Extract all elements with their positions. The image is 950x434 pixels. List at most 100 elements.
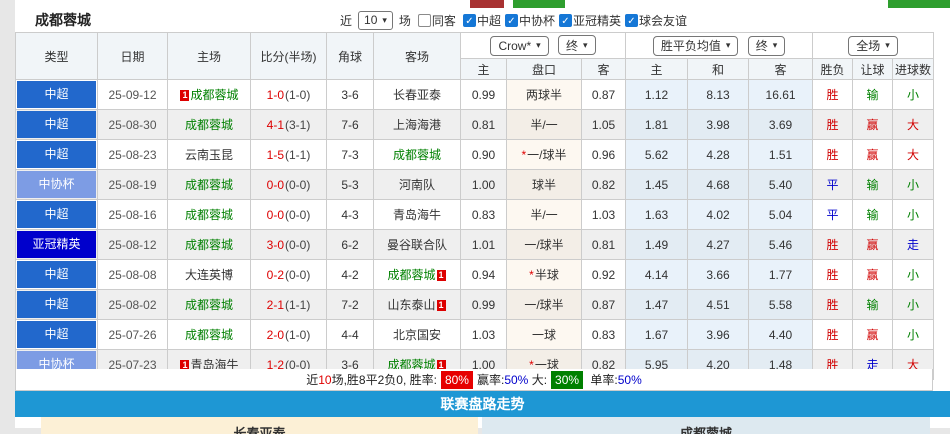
corner-cell: 6-2 <box>326 229 374 260</box>
home-team-cell[interactable]: 云南玉昆 <box>167 139 251 170</box>
checkbox-checked-icon[interactable]: ✓ <box>462 13 476 27</box>
away-team-name[interactable]: 上海海港 <box>392 118 441 132</box>
away-team-cell[interactable]: 山东泰山 1 <box>373 289 461 320</box>
away-team-cell[interactable]: 成都蓉城 1 <box>373 259 461 290</box>
fulltime-score[interactable]: 0-0 <box>266 207 284 222</box>
match-count-select[interactable]: 10 ▾ <box>358 10 393 30</box>
away-team-name[interactable]: 成都蓉城 <box>392 148 441 162</box>
euro-home-odds-cell: 1.49 <box>625 229 689 260</box>
fulltime-score[interactable]: 1-5 <box>266 147 284 162</box>
score-cell[interactable]: 2-1(1-1) <box>250 289 327 320</box>
away-team-name[interactable]: 成都蓉城 <box>387 268 436 282</box>
league-filter-3[interactable]: ✓ 亚冠精英 <box>558 12 621 29</box>
home-team-name[interactable]: 成都蓉城 <box>184 208 233 222</box>
home-team-name[interactable]: 云南玉昆 <box>184 148 233 162</box>
asia-home-odds-cell: 0.94 <box>460 259 507 290</box>
europe-time-select[interactable]: 终 ▾ <box>747 35 786 56</box>
trend-section-header: 联赛盘路走势 <box>15 391 950 417</box>
fulltime-score[interactable]: 1-0 <box>266 87 284 102</box>
away-team-name[interactable]: 曼谷联合队 <box>386 238 447 252</box>
home-team-name[interactable]: 大连英博 <box>184 268 233 282</box>
home-team-cell[interactable]: 成都蓉城 <box>167 229 251 260</box>
away-team-cell[interactable]: 曼谷联合队 <box>373 229 461 260</box>
league-filter-2[interactable]: ✓ 中协杯 <box>504 12 555 29</box>
asia-company-select[interactable]: Crow* ▾ <box>490 35 549 56</box>
home-team-name[interactable]: 成都蓉城 <box>184 178 233 192</box>
chevron-down-icon: ▾ <box>885 40 890 50</box>
home-team-name[interactable]: 成都蓉城 <box>184 328 233 342</box>
match-row: 中超 25-08-30 成都蓉城 4-1(3-1) 7-6 上海海港 0.81 半/一 1.05… <box>15 109 935 140</box>
home-team-cell[interactable]: 成都蓉城 <box>167 169 251 200</box>
euro-away-odds-cell: 5.46 <box>748 229 814 260</box>
home-team-name[interactable]: 成都蓉城 <box>184 238 233 252</box>
filter-bar: 近 10 ▾ 场 同客 ✓ 中超 ✓ 中协杯 ✓ 亚冠精英 ✓ 球会友谊 <box>340 10 687 30</box>
asia-home-odds-cell: 0.81 <box>460 109 507 140</box>
checkbox-checked-icon[interactable]: ✓ <box>558 13 572 27</box>
fulltime-score[interactable]: 4-1 <box>266 117 284 132</box>
star-marker: * <box>521 148 527 162</box>
home-team-cell[interactable]: 1 成都蓉城 <box>167 79 251 110</box>
home-team-name[interactable]: 成都蓉城 <box>184 298 233 312</box>
league-type-cell: 中超 <box>15 109 98 140</box>
away-team-name[interactable]: 北京国安 <box>392 328 441 342</box>
corner-cell: 4-2 <box>326 259 374 290</box>
score-cell[interactable]: 0-2(0-0) <box>250 259 327 290</box>
fulltime-score[interactable]: 0-2 <box>266 267 284 282</box>
score-cell[interactable]: 0-0(0-0) <box>250 169 327 200</box>
away-team-cell[interactable]: 上海海港 <box>373 109 461 140</box>
score-cell[interactable]: 0-0(0-0) <box>250 199 327 230</box>
league-type-cell: 中超 <box>15 319 98 350</box>
euro-draw-odds-cell: 4.68 <box>687 169 750 200</box>
away-team-cell[interactable]: 河南队 <box>373 169 461 200</box>
scope-select[interactable]: 全场 ▾ <box>848 35 898 56</box>
home-team-cell[interactable]: 成都蓉城 <box>167 289 251 320</box>
score-cell[interactable]: 1-5(1-1) <box>250 139 327 170</box>
home-team-name[interactable]: 成都蓉城 <box>190 88 239 102</box>
away-team-name[interactable]: 成都蓉城 <box>387 358 436 372</box>
europe-company-select[interactable]: 胜平负均值 ▾ <box>652 35 739 56</box>
score-cell[interactable]: 1-0(1-0) <box>250 79 327 110</box>
score-cell[interactable]: 2-0(1-0) <box>250 319 327 350</box>
fulltime-score[interactable]: 2-1 <box>266 297 284 312</box>
score-cell[interactable]: 3-0(0-0) <box>250 229 327 260</box>
corner-cell: 7-6 <box>326 109 374 140</box>
home-team-name[interactable]: 青岛海牛 <box>190 358 239 372</box>
checkbox-unchecked-icon[interactable] <box>417 13 431 27</box>
score-cell[interactable]: 4-1(3-1) <box>250 109 327 140</box>
fulltime-score[interactable]: 0-0 <box>266 177 284 192</box>
league-filter-4[interactable]: ✓ 球会友谊 <box>624 12 687 29</box>
match-date-cell: 25-08-08 <box>97 259 168 290</box>
home-team-cell[interactable]: 成都蓉城 <box>167 109 251 140</box>
asia-time-select[interactable]: 终 ▾ <box>558 35 596 56</box>
asia-away-odds-cell: 0.81 <box>580 229 627 260</box>
fulltime-score[interactable]: 2-0 <box>266 327 284 342</box>
home-team-cell[interactable]: 大连英博 <box>167 259 251 290</box>
asia-home-odds-cell: 0.99 <box>460 289 507 320</box>
handicap-value: 一球 <box>531 328 556 342</box>
away-team-cell[interactable]: 长春亚泰 <box>373 79 461 110</box>
away-team-name[interactable]: 青岛海牛 <box>392 208 441 222</box>
summary-text: 近 <box>306 373 319 387</box>
away-team-cell[interactable]: 青岛海牛 <box>373 199 461 230</box>
goals-result-cell: 走 <box>892 229 935 260</box>
league-filter-1[interactable]: ✓ 中超 <box>462 12 501 29</box>
checkbox-checked-icon[interactable]: ✓ <box>624 13 638 27</box>
away-team-cell[interactable]: 成都蓉城 <box>373 139 461 170</box>
checkbox-checked-icon[interactable]: ✓ <box>504 13 518 27</box>
league-type-cell: 中超 <box>15 259 98 290</box>
away-team-name[interactable]: 河南队 <box>398 178 435 192</box>
home-team-cell[interactable]: 成都蓉城 <box>167 319 251 350</box>
home-team-name[interactable]: 成都蓉城 <box>184 118 233 132</box>
fulltime-score[interactable]: 3-0 <box>266 237 284 252</box>
col-header-asia-home: 主 <box>460 58 507 80</box>
away-team-name[interactable]: 长春亚泰 <box>392 88 441 102</box>
col-header-euro-away: 客 <box>748 58 814 80</box>
fulltime-score[interactable]: 1-2 <box>266 357 284 372</box>
away-team-cell[interactable]: 北京国安 <box>373 319 461 350</box>
home-team-cell[interactable]: 成都蓉城 <box>167 199 251 230</box>
team-name-title: 成都蓉城 <box>35 12 91 28</box>
asia-handicap-cell: *一/球半 <box>506 139 582 170</box>
europe-time-value: 终 <box>755 39 768 53</box>
same-venue-filter[interactable]: 同客 <box>417 12 456 29</box>
away-team-name[interactable]: 山东泰山 <box>387 298 436 312</box>
